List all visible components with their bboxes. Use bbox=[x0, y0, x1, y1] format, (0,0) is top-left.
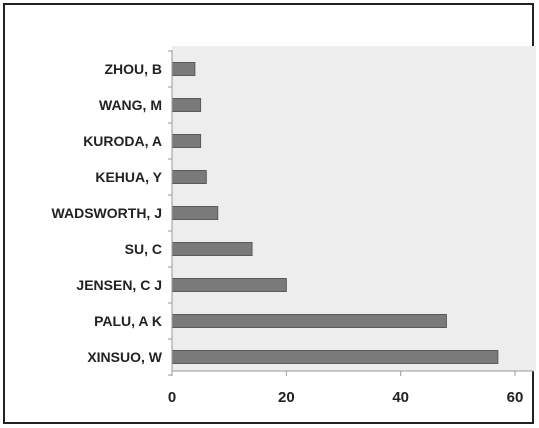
bar bbox=[171, 206, 219, 220]
bar bbox=[171, 134, 202, 148]
axes bbox=[168, 50, 534, 376]
bar bbox=[171, 242, 253, 256]
bar bbox=[171, 98, 202, 112]
x-tick-label: 40 bbox=[392, 389, 409, 406]
x-tick-label: 20 bbox=[278, 389, 295, 406]
bar bbox=[171, 278, 287, 292]
category-label: WADSWORTH, J bbox=[52, 205, 162, 221]
category-label: KEHUA, Y bbox=[95, 169, 162, 185]
category-label: ZHOU, B bbox=[104, 61, 162, 77]
bar bbox=[171, 170, 207, 184]
x-tick-label: 60 bbox=[507, 389, 524, 406]
category-label: XINSUO, W bbox=[87, 349, 162, 365]
category-label: WANG, M bbox=[99, 97, 162, 113]
category-labels: ZHOU, B WANG, M KURODA, A KEHUA, Y WADSWORTH… bbox=[52, 61, 163, 365]
chart-frame: ZHOU, B WANG, M KURODA, A KEHUA, Y WADSWORTH… bbox=[3, 3, 536, 424]
bar bbox=[171, 62, 196, 76]
category-label: PALU, A K bbox=[94, 313, 162, 329]
category-label: SU, C bbox=[125, 241, 162, 257]
category-label: JENSEN, C J bbox=[76, 277, 162, 293]
x-tick-labels: 0 20 40 60 bbox=[168, 389, 524, 406]
x-tick-label: 0 bbox=[168, 389, 176, 406]
bar-chart: ZHOU, B WANG, M KURODA, A KEHUA, Y WADSWORTH… bbox=[52, 46, 536, 406]
category-label: KURODA, A bbox=[83, 133, 162, 149]
bar bbox=[171, 350, 499, 364]
bar bbox=[171, 314, 447, 328]
